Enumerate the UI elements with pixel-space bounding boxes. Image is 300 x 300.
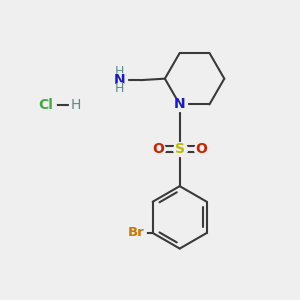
Text: H: H — [115, 65, 124, 78]
Text: N: N — [174, 98, 185, 111]
Text: H: H — [115, 82, 124, 95]
Text: O: O — [152, 142, 164, 156]
Text: O: O — [195, 142, 207, 156]
Text: Cl: Cl — [38, 98, 53, 112]
Text: H: H — [70, 98, 81, 112]
Text: S: S — [175, 142, 185, 156]
Text: N: N — [114, 73, 125, 87]
Text: Br: Br — [128, 226, 145, 239]
